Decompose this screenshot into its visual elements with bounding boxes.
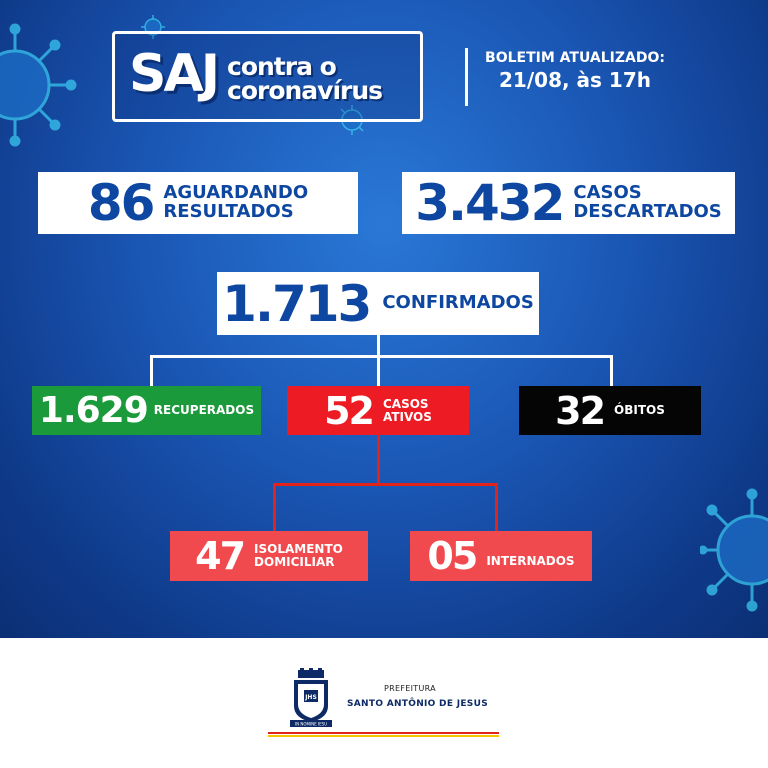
tree-line-active-stem (377, 435, 380, 485)
hospitalized-label: INTERNADOS (486, 553, 575, 568)
bulletin-label: BOLETIM ATUALIZADO: (485, 50, 665, 66)
awaiting-results-card: 86 AGUARDANDO RESULTADOS (38, 172, 358, 234)
active-value: 52 (324, 388, 375, 433)
discarded-label-line-2: DESCARTADOS (573, 201, 722, 222)
bulletin-date: 21/08, às 17h (499, 68, 651, 92)
hospitalized-card: 05 INTERNADOS (410, 531, 592, 581)
discarded-label: CASOS DESCARTADOS (573, 182, 722, 222)
deaths-card: 32 ÓBITOS (519, 386, 701, 435)
city-name: SANTO ANTÔNIO DE JESUS (347, 699, 488, 709)
recovered-value: 1.629 (38, 389, 149, 431)
tree-line-active (377, 355, 380, 386)
coronavirus-icon (0, 23, 77, 147)
deaths-value: 32 (555, 388, 606, 433)
tree-line-hospitalized (495, 483, 498, 531)
logo-line-1: contra o (227, 52, 337, 81)
municipal-crest-icon: JHS IN NOMINE IESU (290, 668, 332, 727)
crest-text: JHS (304, 694, 317, 701)
home-isolation-label: ISOLAMENTO DOMICILIAR (254, 543, 343, 568)
awaiting-value: 86 (87, 174, 156, 232)
discarded-cases-card: 3.432 CASOS DESCARTADOS (402, 172, 735, 234)
crest-motto: IN NOMINE IESU (295, 722, 327, 727)
deaths-label: ÓBITOS (614, 403, 665, 418)
home-isolation-label-line-1: ISOLAMENTO (254, 542, 343, 557)
tree-line-isolation (273, 483, 276, 531)
awaiting-label-line-1: AGUARDANDO (163, 182, 309, 204)
recovered-card: 1.629 RECUPERADOS (32, 386, 261, 435)
logo-saj-text: SAJ (129, 44, 220, 104)
recovered-label: RECUPERADOS (153, 403, 255, 418)
home-isolation-value: 47 (195, 534, 246, 578)
home-isolation-card: 47 ISOLAMENTO DOMICILIAR (170, 531, 368, 581)
hospitalized-value: 05 (427, 534, 478, 578)
discarded-label-line-1: CASOS (573, 182, 642, 204)
footer (0, 638, 768, 768)
tree-line-confirmed-stem (377, 335, 380, 357)
confirmed-value: 1.713 (222, 274, 372, 333)
active-label: CASOS ATIVOS (383, 398, 432, 423)
header-divider (465, 48, 468, 106)
awaiting-label-line-2: RESULTADOS (163, 201, 294, 222)
flag-stripe-yellow (268, 735, 499, 737)
prefeitura-label: PREFEITURA (384, 684, 436, 693)
active-cases-card: 52 CASOS ATIVOS (287, 386, 469, 435)
tree-line-active-bar (273, 483, 498, 486)
flag-stripe-red (268, 732, 499, 734)
logo-line-2: coronavírus (227, 76, 383, 105)
home-isolation-label-line-2: DOMICILIAR (254, 555, 335, 569)
tree-line-confirmed-bar (150, 355, 613, 358)
confirmed-label: CONFIRMADOS (382, 292, 534, 314)
discarded-value: 3.432 (415, 174, 565, 232)
tree-line-deaths (610, 355, 613, 386)
campaign-logo: SAJ contra o coronavírus (112, 31, 423, 122)
tree-line-recovered (150, 355, 153, 386)
coronavirus-icon (700, 488, 768, 612)
confirmed-card: 1.713 CONFIRMADOS (217, 272, 539, 335)
active-label-line-1: CASOS (382, 396, 429, 411)
awaiting-label: AGUARDANDO RESULTADOS (163, 182, 309, 222)
active-label-line-2: ATIVOS (382, 409, 432, 424)
